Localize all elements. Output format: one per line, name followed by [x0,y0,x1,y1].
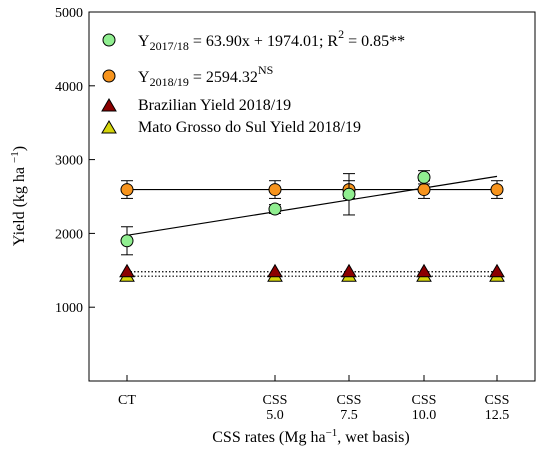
data-point [268,183,282,197]
y-tick-label: 2000 [55,227,83,242]
x-tick-sublabel: 7.5 [340,408,358,423]
data-point [342,187,356,201]
data-point [120,183,134,197]
x-axis-label: CSS rates (Mg ha−1, wet basis) [212,427,409,446]
x-tick-label: CSS [485,393,510,408]
legend-marker-brazil [101,98,117,112]
data-point [341,263,357,278]
legend-marker-2018 [102,69,116,83]
x-tick-label: CSS [412,393,437,408]
legend-label-ms: Mato Grosso do Sul Yield 2018/19 [138,119,361,136]
legend-label-2018: Y2018/19 = 2594.32NS [138,63,273,89]
data-point [417,183,431,197]
y-tick-label: 4000 [55,80,83,95]
data-point [417,170,431,184]
y-tick-label: 3000 [55,154,83,169]
data-point [490,183,504,197]
x-tick-sublabel: 12.5 [485,408,510,423]
data-marks [119,170,505,282]
y-axis-ticks: 1000 2000 3000 4000 5000 [55,6,95,316]
legend-marker-ms [101,120,117,134]
data-point [120,234,134,248]
data-point [268,202,282,216]
fit-lines [126,175,498,277]
x-tick-sublabel: 10.0 [412,408,437,423]
x-tick-sublabel: 5.0 [266,408,284,423]
fit-line [126,175,498,236]
y-axis-label: Yield (kg ha −1) [9,146,28,246]
y-tick-label: 1000 [55,301,83,316]
data-point [267,263,283,278]
legend: Y2017/18 = 63.90x + 1974.01; R2 = 0.85**… [101,27,405,136]
legend-marker-2017 [102,33,116,47]
x-tick-label: CSS [337,393,362,408]
plot-frame [88,11,536,382]
x-tick-label: CSS [263,393,288,408]
legend-label-brazil: Brazilian Yield 2018/19 [138,97,291,114]
x-tick-label: CT [118,393,136,408]
legend-label-2017: Y2017/18 = 63.90x + 1974.01; R2 = 0.85** [138,27,405,53]
data-point [416,263,432,278]
y-tick-label: 5000 [55,6,83,21]
data-point [489,263,505,278]
data-point [119,263,135,278]
